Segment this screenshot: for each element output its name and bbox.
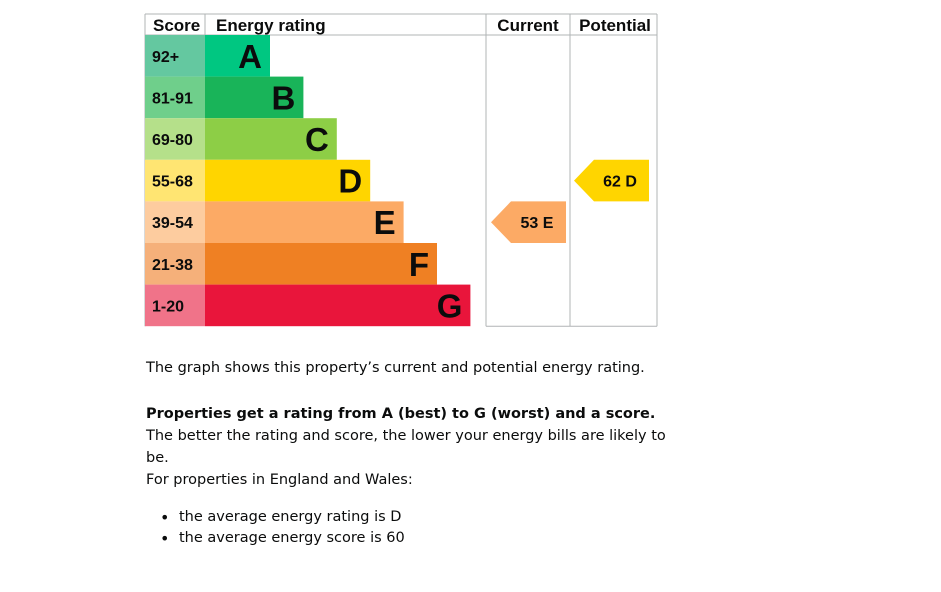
list-item: the average energy score is 60 (146, 528, 405, 549)
chart-headers: Score Energy rating Current Potential (153, 16, 651, 35)
band-bar-c (205, 118, 337, 160)
rating-explanation-rest: The better the rating and score, the low… (146, 428, 666, 466)
score-cell-a (145, 35, 205, 77)
band-bar-g (205, 284, 471, 327)
rating-explanation-bold: Properties get a rating from A (best) to… (146, 406, 656, 422)
current-rating-label: 53 E (521, 215, 554, 232)
score-range-e: 39-54 (152, 215, 193, 232)
score-cell-g (145, 284, 205, 327)
score-range-d: 55-68 (152, 174, 193, 191)
header-current: Current (497, 16, 559, 35)
score-cell-d (145, 159, 205, 202)
band-letter-c: C (305, 121, 329, 158)
score-cell-f (145, 243, 205, 285)
score-range-b: 81-91 (152, 90, 193, 107)
band-letter-f: F (409, 246, 429, 283)
header-energy-rating: Energy rating (216, 16, 326, 35)
band-bar-d (205, 159, 371, 202)
score-cell-b (145, 76, 205, 119)
current-rating-arrow (491, 201, 566, 243)
band-letter-a: A (238, 38, 262, 75)
score-cell-c (145, 118, 205, 160)
header-potential: Potential (579, 16, 651, 35)
header-score: Score (153, 16, 200, 35)
averages-list: the average energy rating is D the avera… (146, 507, 405, 549)
score-range-a: 92+ (152, 49, 179, 66)
rating-bands: 92+ A 81-91 B 69-80 C 55-68 D 39-54 E 21-38 F 1-20 G (145, 35, 471, 327)
list-item: the average energy rating is D (146, 507, 405, 528)
rating-explanation: Properties get a rating from A (best) to… (146, 403, 666, 469)
energy-rating-chart: Score Energy rating Current Potential 92… (144, 13, 658, 327)
graph-description-text: The graph shows this property’s current … (146, 360, 645, 376)
band-bar-b (205, 76, 304, 119)
band-letter-e: E (374, 204, 396, 241)
score-range-f: 21-38 (152, 257, 193, 274)
score-range-g: 1-20 (152, 298, 184, 315)
band-letter-g: G (437, 287, 463, 324)
band-bar-e (205, 201, 404, 243)
band-bar-f (205, 243, 437, 285)
graph-description: The graph shows this property’s current … (146, 357, 666, 379)
potential-rating-label: 62 D (603, 174, 637, 191)
averages-intro: For properties in England and Wales: (146, 469, 666, 491)
band-letter-d: D (338, 163, 362, 200)
rating-arrows: 53 E 62 D (491, 159, 649, 243)
averages-intro-text: For properties in England and Wales: (146, 472, 413, 488)
potential-rating-arrow (574, 159, 649, 202)
score-cell-e (145, 201, 205, 243)
band-bar-a (205, 35, 270, 77)
band-letter-b: B (272, 79, 296, 116)
score-range-c: 69-80 (152, 132, 193, 149)
